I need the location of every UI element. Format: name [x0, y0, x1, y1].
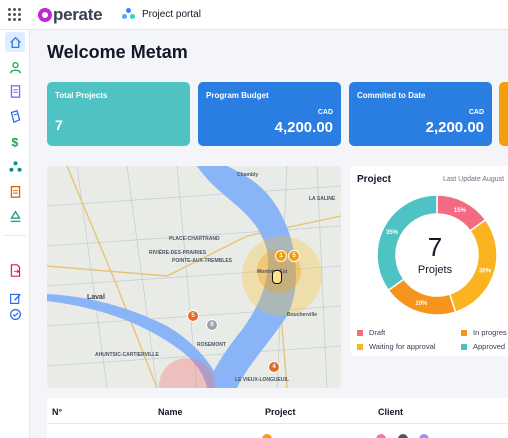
legend-item-approved[interactable]: Approved: [461, 342, 505, 351]
donut-data-label: 15%: [454, 208, 467, 214]
sidebar-item-users[interactable]: [5, 57, 25, 77]
project-status-panel: Project Last Update August 15% 30% 20% 35% …: [350, 166, 508, 356]
legend-label: Waiting for approval: [369, 342, 436, 351]
sidebar-item-reports[interactable]: [5, 181, 25, 201]
program-budget-card[interactable]: Program Budget CAD 4,200.00: [198, 82, 341, 146]
column-header[interactable]: Name: [158, 407, 183, 417]
portal-label: Project portal: [142, 8, 201, 20]
avatar: [398, 434, 408, 438]
column-header[interactable]: Client: [378, 407, 404, 417]
map-marker[interactable]: 6: [206, 319, 218, 331]
home-icon: [9, 36, 21, 48]
hierarchy-icon: [8, 160, 22, 172]
card-currency: CAD: [468, 109, 484, 116]
app-launcher-icon[interactable]: [8, 8, 21, 21]
legend-item-draft[interactable]: Draft: [357, 328, 385, 337]
legend-swatch: [357, 343, 363, 350]
donut-slice[interactable]: [387, 278, 457, 316]
card-value: 4,200.00: [274, 119, 333, 136]
donut-data-label: 20%: [415, 301, 428, 307]
sidebar: $: [0, 30, 30, 438]
kpi-card-partial[interactable]: [499, 82, 508, 146]
map-label: AHUNTSIC-CARTIERVILLE: [95, 352, 159, 358]
page-title: Welcome Metam: [47, 42, 188, 62]
sidebar-item-documents[interactable]: [5, 81, 25, 101]
sidebar-item-finance[interactable]: $: [5, 131, 25, 151]
donut-data-label: 35%: [386, 230, 399, 236]
legend-swatch: [461, 329, 467, 336]
dollar-icon: $: [11, 135, 18, 148]
sidebar-item-ledger[interactable]: [5, 106, 25, 126]
map-label: RIVIÈRE-DES-PRAIRIES: [149, 250, 207, 256]
donut-slice[interactable]: [376, 194, 438, 292]
sidebar-divider: [4, 235, 26, 236]
column-header[interactable]: N°: [52, 407, 63, 417]
card-title: Commited to Date: [357, 91, 426, 100]
map-label: LA SALINE: [309, 196, 336, 202]
legend-label: Draft: [369, 328, 386, 337]
map-label: PLACE-CHARTRAND: [169, 236, 220, 242]
map-label: POINTE-AUX-TREMBLES: [172, 258, 232, 264]
card-value: 7: [55, 117, 63, 133]
check-circle-icon: [9, 308, 21, 320]
sidebar-item-home[interactable]: [5, 32, 25, 52]
sidebar-item-network[interactable]: [5, 206, 25, 226]
map-marker[interactable]: 4: [268, 361, 280, 373]
avatar: [419, 434, 429, 438]
donut-total-label: Projets: [417, 264, 453, 276]
map-label: LE VIEUX-LONGUEUIL: [235, 377, 289, 383]
logo-text: perate: [53, 5, 103, 24]
map-label: Chambly: [237, 172, 259, 178]
legend-label: Approved: [473, 342, 506, 351]
clipboard-icon: [10, 185, 20, 198]
top-bar: perate Project portal: [0, 0, 508, 30]
card-title: Program Budget: [206, 91, 269, 100]
card-value: 2,200.00: [425, 119, 484, 136]
map-marker[interactable]: 5: [288, 250, 300, 262]
project-donut-chart[interactable]: 15% 30% 20% 35%: [376, 194, 498, 316]
avatar: [376, 434, 386, 438]
sidebar-item-edit[interactable]: [5, 288, 25, 308]
map-label: Boucherville: [287, 312, 318, 318]
map-marker[interactable]: 5: [187, 310, 199, 322]
map-marker[interactable]: 1: [275, 250, 287, 262]
book-icon: [10, 109, 20, 123]
legend-label: In progres: [473, 328, 507, 337]
donut-total: 7: [427, 232, 443, 262]
sidebar-item-approvals[interactable]: [5, 304, 25, 324]
column-header[interactable]: Project: [265, 407, 296, 417]
logo-mark-icon: [38, 8, 52, 22]
legend-swatch: [357, 329, 363, 336]
legend-item-waiting[interactable]: Waiting for approval: [357, 342, 435, 351]
user-icon: [9, 61, 21, 73]
sidebar-item-export[interactable]: [5, 260, 25, 280]
edit-icon: [9, 293, 21, 304]
sidebar-item-structure[interactable]: [5, 156, 25, 176]
status-dot: [262, 434, 272, 438]
card-currency: CAD: [317, 109, 333, 116]
total-projects-card[interactable]: Total Projects 7: [47, 82, 190, 146]
legend-swatch: [461, 343, 467, 350]
network-icon: [9, 209, 21, 222]
portal-icon: [122, 8, 135, 20]
app-logo[interactable]: perate: [38, 5, 103, 25]
document-icon: [10, 84, 20, 98]
svg-text:$: $: [11, 135, 18, 148]
committed-to-date-card[interactable]: Commited to Date CAD 2,200.00: [349, 82, 492, 146]
map-label: ROSEMONT: [197, 342, 226, 348]
card-title: Total Projects: [55, 91, 108, 100]
map-base: [47, 166, 341, 388]
cursor-icon: [272, 270, 282, 284]
legend-item-in-progress[interactable]: In progres: [461, 328, 507, 337]
map-label: Laval: [87, 294, 105, 301]
projects-table: N° Name Project Client: [47, 398, 508, 438]
panel-title: Project: [357, 174, 391, 185]
header-divider: [47, 423, 508, 424]
donut-data-label: 30%: [479, 269, 492, 275]
projects-map[interactable]: Chambly LA SALINE PLACE-CHARTRAND RIVIÈR…: [47, 166, 341, 388]
last-update-text: Last Update August: [443, 176, 505, 183]
file-export-icon: [10, 263, 20, 277]
project-portal-link[interactable]: Project portal: [122, 8, 201, 20]
